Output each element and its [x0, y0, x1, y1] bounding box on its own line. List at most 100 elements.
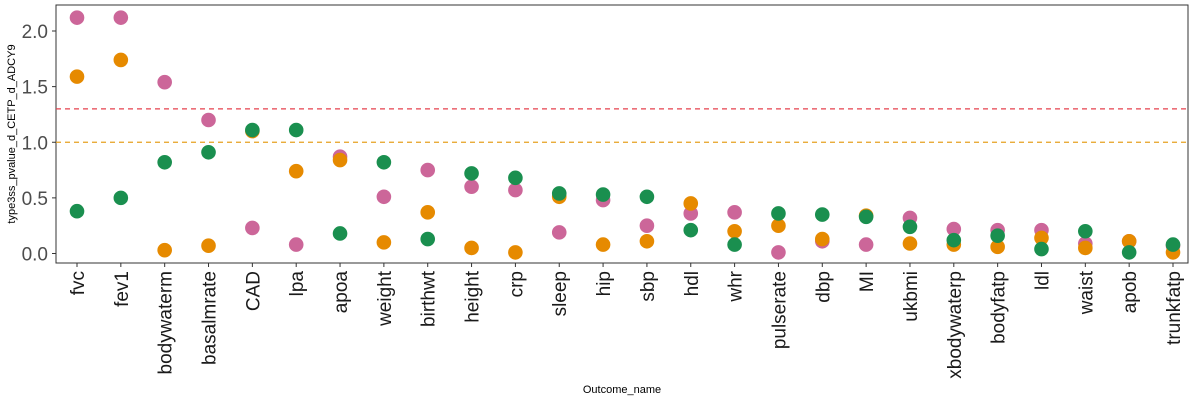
data-point [639, 233, 655, 249]
data-point [639, 218, 655, 233]
data-point [683, 206, 699, 221]
data-point [157, 242, 172, 258]
data-point [245, 122, 260, 138]
x-tick-label: MI [857, 271, 878, 292]
y-tick-label: 0.0 [22, 245, 48, 266]
x-tick-label: sbp [638, 271, 659, 302]
data-point [157, 74, 172, 90]
data-point [551, 186, 567, 201]
x-tick-label: hdl [682, 271, 703, 296]
x-tick-label: xbodywaterp [945, 271, 966, 379]
data-point [332, 226, 348, 241]
data-point [727, 223, 742, 239]
data-point [464, 166, 479, 181]
data-point [376, 235, 392, 250]
data-point [508, 182, 523, 198]
data-point [727, 205, 742, 220]
x-tick-label: height [463, 270, 484, 322]
x-tick-label: fev1 [112, 271, 133, 307]
x-tick-label: birthwt [419, 270, 440, 327]
x-tick-label: trunkfatp [1164, 271, 1185, 345]
data-point [727, 237, 742, 252]
data-point [420, 231, 436, 247]
data-point [902, 219, 918, 235]
data-point [858, 237, 874, 252]
x-tick-label: ldl [1032, 271, 1053, 290]
x-tick-label: apob [1120, 271, 1141, 313]
x-axis-title: Outcome_name [583, 384, 661, 396]
data-point [1121, 245, 1137, 260]
data-point [1121, 233, 1137, 249]
data-point [288, 237, 304, 252]
x-tick-label: fvc [68, 271, 89, 295]
data-point [420, 205, 436, 220]
data-point [639, 189, 655, 205]
data-point [420, 162, 436, 178]
data-point [595, 187, 611, 202]
data-point [201, 238, 216, 254]
x-tick-label: lpa [287, 271, 308, 297]
data-point [69, 203, 85, 219]
x-tick-label: bodyfatp [989, 271, 1010, 344]
data-point [1165, 237, 1181, 252]
x-tick-label: CAD [243, 271, 264, 311]
data-point [814, 207, 830, 222]
data-point [508, 170, 523, 186]
data-points [69, 10, 1181, 260]
x-tick-label: bodywaterm [156, 271, 177, 375]
data-point [508, 245, 523, 260]
x-tick-label: hip [594, 271, 615, 296]
x-tick-label: ukbmi [901, 271, 922, 322]
x-tick-label: apoa [331, 271, 352, 314]
data-point [683, 222, 699, 238]
y-tick-label: 1.5 [22, 78, 48, 99]
data-point [946, 221, 962, 237]
data-point [201, 144, 216, 160]
x-tick-label: whr [726, 270, 747, 302]
x-tick-label: sleep [550, 271, 571, 316]
data-point [113, 52, 129, 68]
data-point [464, 179, 479, 195]
data-point [771, 206, 786, 221]
y-axis-title: type3ss_pvalue_d_CETP_d_ADCY9 [6, 44, 18, 223]
data-point [288, 122, 304, 138]
x-tick-label: crp [506, 271, 527, 297]
data-point [201, 112, 216, 128]
data-point [771, 245, 786, 260]
data-point [332, 152, 348, 168]
data-point [376, 189, 392, 205]
data-point [990, 228, 1005, 243]
data-point [946, 232, 962, 248]
data-point [1078, 223, 1093, 239]
y-axis: 0.0 0.5 1.0 1.5 2.0 [22, 22, 56, 266]
data-point [376, 154, 392, 170]
data-point [1034, 230, 1049, 246]
x-axis: fvc fev1 bodywaterm basalmrate CAD lpa apoa wei… [68, 263, 1185, 379]
data-point [1034, 241, 1049, 257]
data-point [683, 196, 699, 211]
data-point [69, 10, 85, 25]
x-tick-label: dbp [813, 271, 834, 303]
data-point [69, 69, 85, 84]
x-tick-label: weight [375, 270, 396, 327]
data-point [990, 239, 1005, 255]
data-point [551, 225, 567, 240]
data-point [1078, 240, 1093, 256]
y-tick-label: 2.0 [22, 22, 48, 43]
data-point [288, 163, 304, 179]
y-tick-label: 0.5 [22, 189, 48, 210]
x-tick-label: waist [1076, 270, 1097, 315]
data-point [902, 236, 918, 251]
data-point [113, 190, 129, 206]
y-tick-label: 1.0 [22, 133, 48, 154]
data-point [157, 154, 172, 170]
data-point [858, 209, 874, 225]
x-tick-label: pulserate [769, 271, 790, 349]
data-point [113, 10, 129, 25]
data-point [814, 231, 830, 247]
plot-panel [55, 4, 1189, 264]
x-tick-label: basalmrate [200, 271, 221, 365]
data-point [464, 240, 479, 256]
